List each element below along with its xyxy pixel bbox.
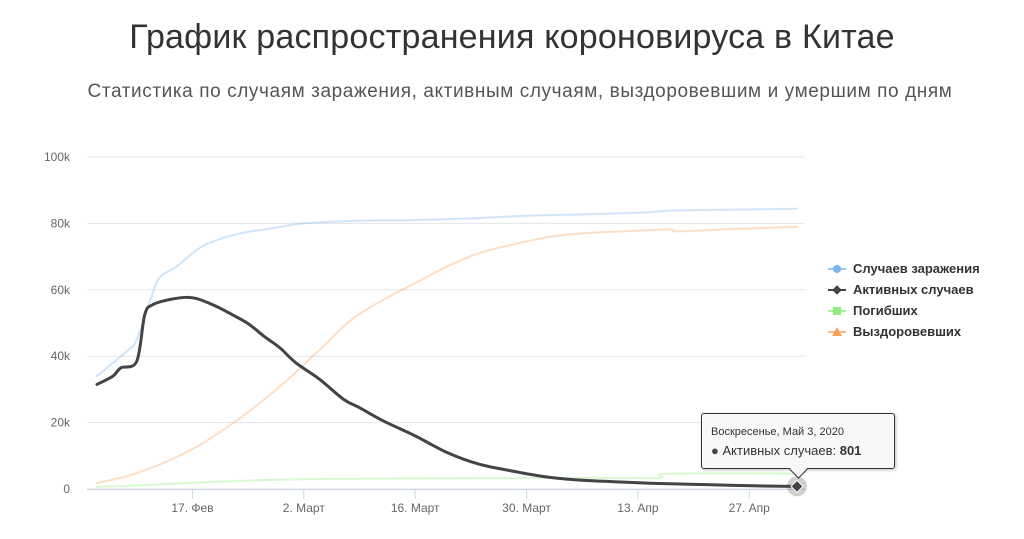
y-tick-label: 60k — [51, 283, 71, 297]
y-tick-label: 20k — [51, 416, 71, 430]
y-tick-label: 80k — [51, 216, 71, 230]
y-tick-label: 40k — [51, 349, 71, 363]
legend-item-deaths[interactable]: Погибших — [826, 300, 980, 321]
tooltip-date: Воскресенье, Май 3, 2020 — [711, 426, 844, 438]
legend-label: Случаев заражения — [853, 261, 980, 276]
chart-legend: Случаев заражения Активных случаев Погиб… — [826, 258, 980, 342]
diamond-marker-icon — [826, 284, 848, 296]
x-tick-label: 2. Март — [283, 501, 326, 515]
x-tick-label: 27. Апр — [729, 501, 771, 515]
x-tick-label: 16. Март — [391, 501, 440, 515]
legend-label: Активных случаев — [853, 282, 974, 297]
series-line-active — [95, 295, 799, 488]
tooltip-series-label: Активных случаев: — [722, 443, 837, 458]
tooltip: Воскресенье, Май 3, 2020 ● Активных случ… — [701, 413, 895, 479]
tooltip-bullet-icon: ● — [711, 443, 719, 458]
series-line-infected — [96, 207, 798, 378]
legend-label: Выздоровевших — [853, 324, 962, 339]
legend-label: Погибших — [853, 303, 918, 318]
x-tick-label: 30. Март — [502, 501, 551, 515]
legend-item-recovered[interactable]: Выздоровевших — [826, 321, 980, 342]
square-marker-icon — [826, 305, 848, 317]
x-tick-label: 17. Фев — [171, 501, 213, 515]
y-tick-label: 0 — [63, 482, 70, 496]
y-tick-label: 100k — [44, 150, 71, 164]
tooltip-row: ● Активных случаев: 801 — [711, 443, 861, 458]
chart-title: График распространения короновируса в Ки… — [129, 18, 895, 56]
legend-item-infected[interactable]: Случаев заражения — [826, 258, 980, 279]
x-tick-label: 13. Апр — [617, 501, 659, 515]
chart-subtitle: Статистика по случаям заражения, активны… — [87, 81, 953, 102]
active-point-marker — [790, 479, 804, 494]
legend-item-active[interactable]: Активных случаев — [826, 279, 980, 300]
series-line-recovered — [96, 225, 798, 485]
circle-marker-icon — [826, 263, 848, 275]
tooltip-value: 801 — [839, 443, 862, 458]
series-line-deaths — [96, 472, 798, 489]
triangle-marker-icon — [826, 326, 848, 338]
